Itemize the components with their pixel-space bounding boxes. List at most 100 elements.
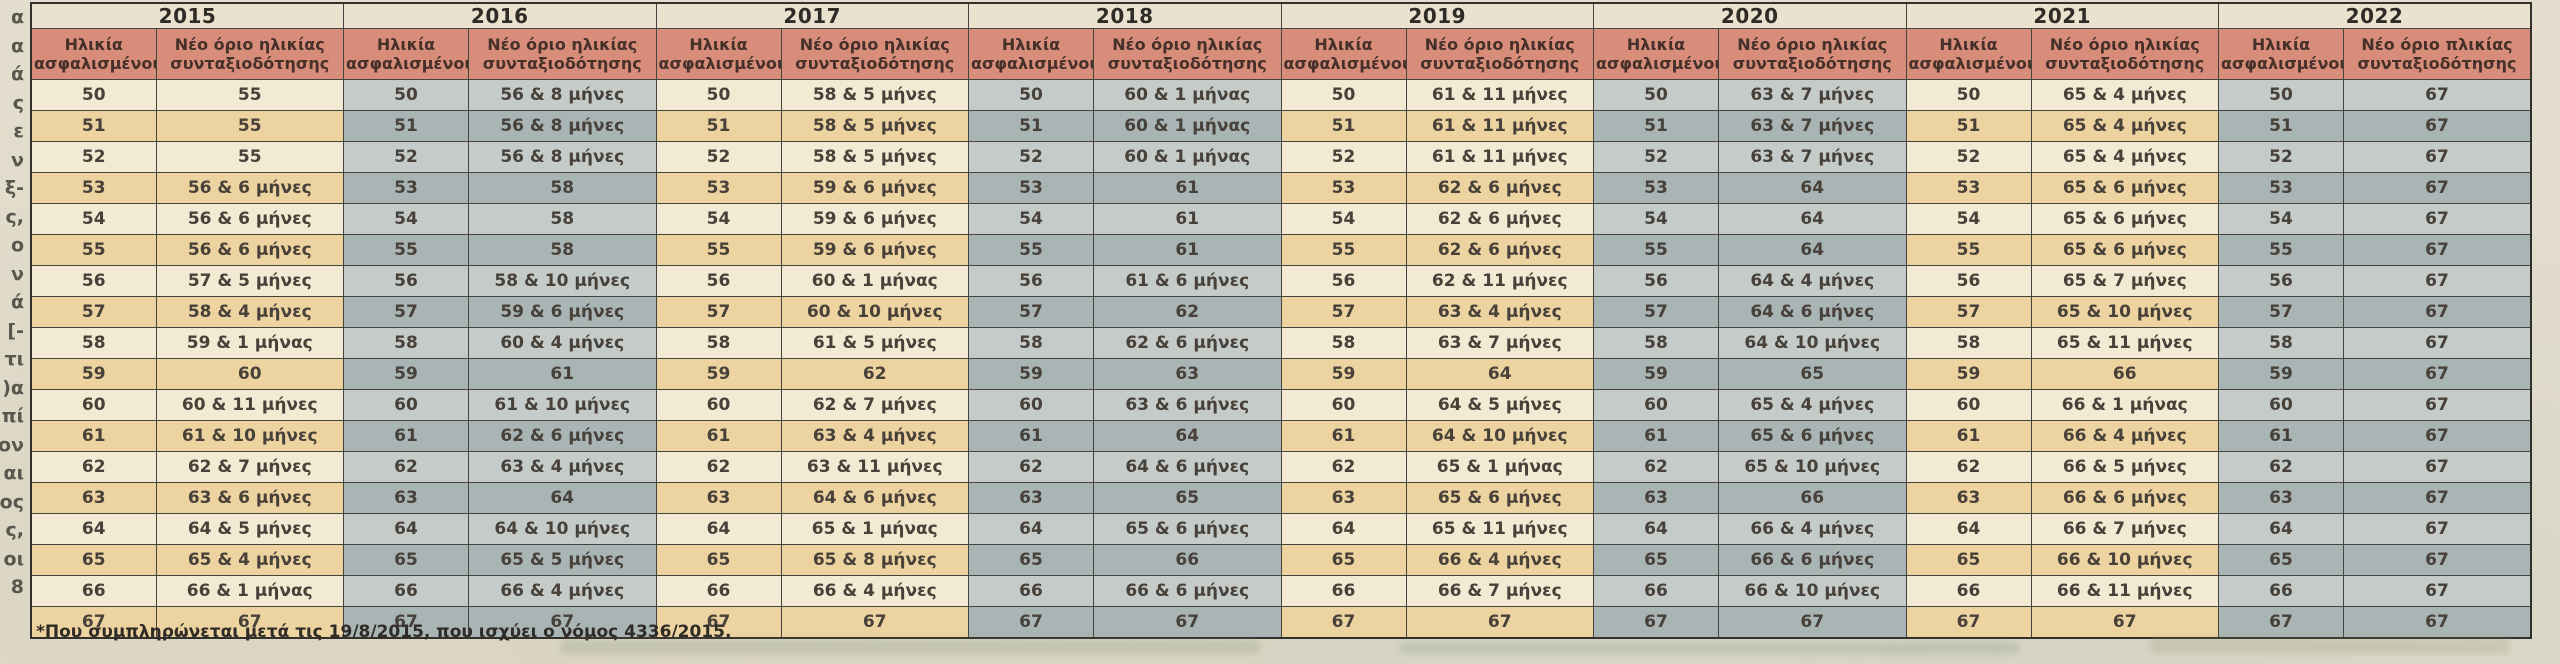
age-cell: 67 (1280, 606, 1407, 639)
age-cell: 64 (343, 513, 469, 545)
limit-cell: 62 & 7 μήνες (780, 389, 969, 421)
age-cell: 56 (30, 265, 157, 297)
limit-cell: 62 (780, 358, 969, 390)
age-cell: 50 (343, 79, 469, 111)
age-cell: 54 (2218, 203, 2344, 235)
age-cell: 51 (30, 110, 157, 142)
age-column-header-2016: Ηλικία ασφαλισμένου (343, 28, 469, 80)
pension-age-table: 2015 2016 2017 2018 2019 2020 2021 2022 Ηλικία α… (30, 2, 2532, 639)
limit-cell: 67 (468, 606, 657, 639)
limit-cell: 65 & 5 μήνες (468, 544, 657, 576)
limit-cell: 64 (1718, 172, 1907, 204)
limit-cell: 58 (468, 203, 657, 235)
margin-text-fragment: ον (0, 433, 24, 456)
limit-cell: 61 & 10 μήνες (468, 389, 657, 421)
limit-cell: 58 (468, 172, 657, 204)
age-cell: 60 (1905, 389, 2032, 421)
age-cell: 63 (1593, 482, 1719, 514)
limit-cell: 61 & 11 μήνες (1405, 141, 1594, 173)
age-cell: 67 (1905, 606, 2032, 639)
age-cell: 63 (30, 482, 157, 514)
limit-cell: 61 (1093, 172, 1282, 204)
age-cell: 57 (968, 296, 1094, 328)
age-cell: 63 (1280, 482, 1407, 514)
pension-age-table-wrap: 2015 2016 2017 2018 2019 2020 2021 2022 Ηλικία α… (30, 2, 2532, 639)
age-cell: 58 (655, 327, 782, 359)
margin-text-fragment: πί (1, 405, 24, 427)
limit-cell: 66 & 4 μήνες (780, 575, 969, 607)
limit-cell: 67 (1093, 606, 1282, 639)
age-cell: 66 (655, 575, 782, 607)
limit-cell: 64 (1405, 358, 1594, 390)
limit-cell: 64 (1093, 420, 1282, 452)
age-cell: 60 (1280, 389, 1407, 421)
age-cell: 64 (655, 513, 782, 545)
year-header-2022: 2022 (2218, 2, 2532, 29)
limit-cell: 66 & 11 μήνες (2030, 575, 2219, 607)
age-cell: 61 (655, 420, 782, 452)
year-header-2015: 2015 (30, 2, 344, 29)
limit-cell: 66 & 6 μήνες (1093, 575, 1282, 607)
margin-text-fragment: ν (11, 262, 24, 285)
limit-cell: 58 & 5 μήνες (780, 110, 969, 142)
table-row: 60 60 & 11 μήνες 60 61 & 10 μήνες 60 62 & 7 μ… (30, 389, 2532, 421)
limit-cell: 60 & 11 μήνες (155, 389, 344, 421)
age-cell: 55 (968, 234, 1094, 266)
limit-cell: 65 & 1 μήνας (1405, 451, 1594, 483)
limit-cell: 67 (2343, 389, 2532, 421)
age-cell: 60 (968, 389, 1094, 421)
age-cell: 53 (1280, 172, 1407, 204)
limit-cell: 67 (2343, 296, 2532, 328)
age-cell: 59 (30, 358, 157, 390)
age-cell: 61 (1593, 420, 1719, 452)
limit-cell: 65 & 4 μήνες (155, 544, 344, 576)
age-cell: 60 (655, 389, 782, 421)
age-cell: 54 (1280, 203, 1407, 235)
age-cell: 58 (30, 327, 157, 359)
margin-text-fragment: ς, (5, 205, 24, 228)
margin-text-fragment: ς, (5, 519, 24, 541)
age-cell: 54 (655, 203, 782, 235)
age-cell: 55 (1280, 234, 1407, 266)
limit-cell: 65 & 6 μήνες (1405, 482, 1594, 514)
cutoff-newspaper-column: α α ά ς ε ν ξ-ς, ο ν ά [- τι)α πί ον αι ος ς, οι 8 (0, 0, 28, 664)
limit-cell: 63 & 7 μήνες (1718, 141, 1907, 173)
limit-cell: 59 & 1 μήνας (155, 327, 344, 359)
age-cell: 52 (2218, 141, 2344, 173)
age-cell: 52 (1905, 141, 2032, 173)
age-cell: 62 (1593, 451, 1719, 483)
limit-column-header-2016: Νέο όριο ηλικίας συνταξιοδότησης (468, 28, 657, 80)
year-header-2020: 2020 (1593, 2, 1907, 29)
age-cell: 64 (2218, 513, 2344, 545)
limit-cell: 58 & 5 μήνες (780, 141, 969, 173)
limit-cell: 67 (2343, 79, 2532, 111)
margin-text-fragment: αι (3, 462, 24, 484)
age-cell: 53 (968, 172, 1094, 204)
age-cell: 53 (2218, 172, 2344, 204)
limit-column-header-2018: Νέο όριο ηλικίας συνταξιοδότησης (1093, 28, 1282, 80)
limit-cell: 66 & 1 μήνας (2030, 389, 2219, 421)
age-cell: 65 (1905, 544, 2032, 576)
limit-cell: 64 & 5 μήνες (1405, 389, 1594, 421)
margin-text-fragment: τι (4, 348, 24, 370)
limit-cell: 63 & 11 μήνες (780, 451, 969, 483)
limit-cell: 65 & 6 μήνες (1093, 513, 1282, 545)
table-row: 52 55 52 56 & 8 μήνες 52 58 & 5 μήνες 52 60 & 1… (30, 141, 2532, 173)
age-cell: 55 (2218, 234, 2344, 266)
age-cell: 54 (968, 203, 1094, 235)
age-cell: 67 (655, 606, 782, 639)
age-cell: 64 (1280, 513, 1407, 545)
limit-cell: 56 & 6 μήνες (155, 234, 344, 266)
age-cell: 65 (30, 544, 157, 576)
limit-cell: 67 (2343, 606, 2532, 639)
age-cell: 60 (2218, 389, 2344, 421)
limit-column-header-2022: Νέο όριο πλικίας συνταξιοδότησης (2343, 28, 2532, 80)
limit-cell: 56 & 8 μήνες (468, 110, 657, 142)
year-header-2018: 2018 (968, 2, 1282, 29)
limit-cell: 62 & 6 μήνες (1405, 234, 1594, 266)
limit-cell: 63 & 7 μήνες (1718, 110, 1907, 142)
margin-text-fragment: ν (11, 148, 24, 171)
limit-cell: 67 (2343, 141, 2532, 173)
age-cell: 55 (343, 234, 469, 266)
